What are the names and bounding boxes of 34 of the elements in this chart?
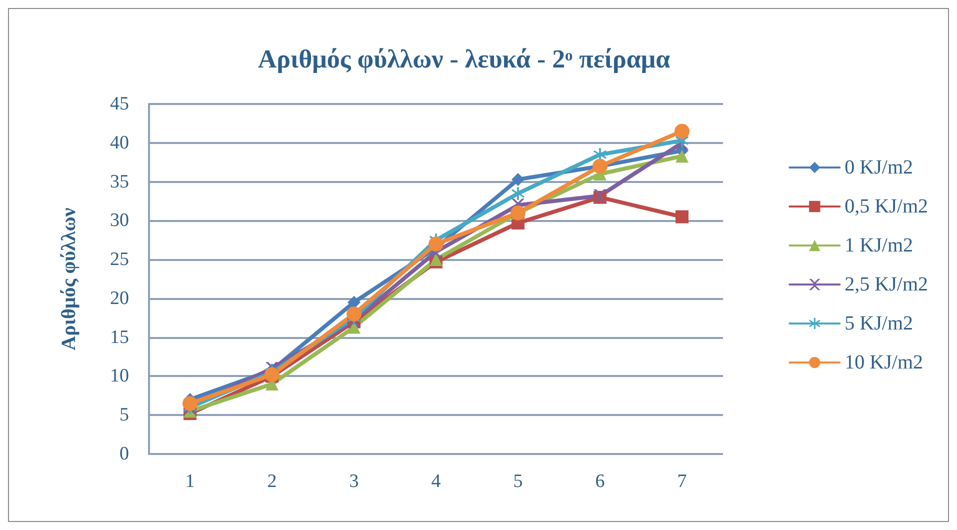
legend-label: 0 KJ/m2 bbox=[844, 156, 914, 178]
point bbox=[676, 210, 688, 224]
point bbox=[182, 396, 198, 411]
x-tick-label: 2 bbox=[267, 471, 277, 492]
x-tick-label: 6 bbox=[595, 471, 605, 492]
point bbox=[674, 124, 690, 139]
legend-label: 10 KJ/m2 bbox=[844, 352, 924, 374]
point bbox=[428, 236, 444, 252]
x-tick-label: 4 bbox=[431, 471, 442, 492]
legend-label: 2,5 KJ/m2 bbox=[844, 274, 928, 296]
y-tick-label: 15 bbox=[110, 326, 129, 348]
y-axis-title: Αριθμός φύλλων bbox=[58, 208, 80, 350]
y-tick-label: 30 bbox=[110, 210, 129, 232]
point bbox=[512, 186, 524, 200]
legend-label: 0,5 KJ/m2 bbox=[844, 196, 928, 218]
point bbox=[348, 296, 360, 309]
chart-title: Αριθμός φύλλων - λευκά - 2ᵒ πείραμα bbox=[258, 44, 671, 74]
x-tick-label: 1 bbox=[185, 471, 195, 492]
y-tick-label: 25 bbox=[110, 249, 129, 270]
y-tick-label: 45 bbox=[110, 94, 129, 114]
point bbox=[346, 306, 362, 322]
point bbox=[512, 172, 524, 186]
x-tick-label: 3 bbox=[349, 471, 359, 492]
x-tick-label: 7 bbox=[677, 471, 687, 492]
legend-label: 1 KJ/m2 bbox=[844, 234, 914, 256]
y-tick-label: 10 bbox=[110, 366, 129, 387]
y-tick-label: 35 bbox=[110, 171, 129, 192]
point bbox=[676, 150, 688, 163]
y-tick-label: 20 bbox=[110, 288, 129, 309]
y-tick-label: 0 bbox=[120, 444, 129, 464]
y-tick-label: 40 bbox=[110, 132, 129, 154]
legend-label: 5 KJ/m2 bbox=[844, 312, 914, 334]
x-tick-label: 5 bbox=[513, 471, 523, 492]
y-tick-label: 5 bbox=[120, 404, 129, 426]
